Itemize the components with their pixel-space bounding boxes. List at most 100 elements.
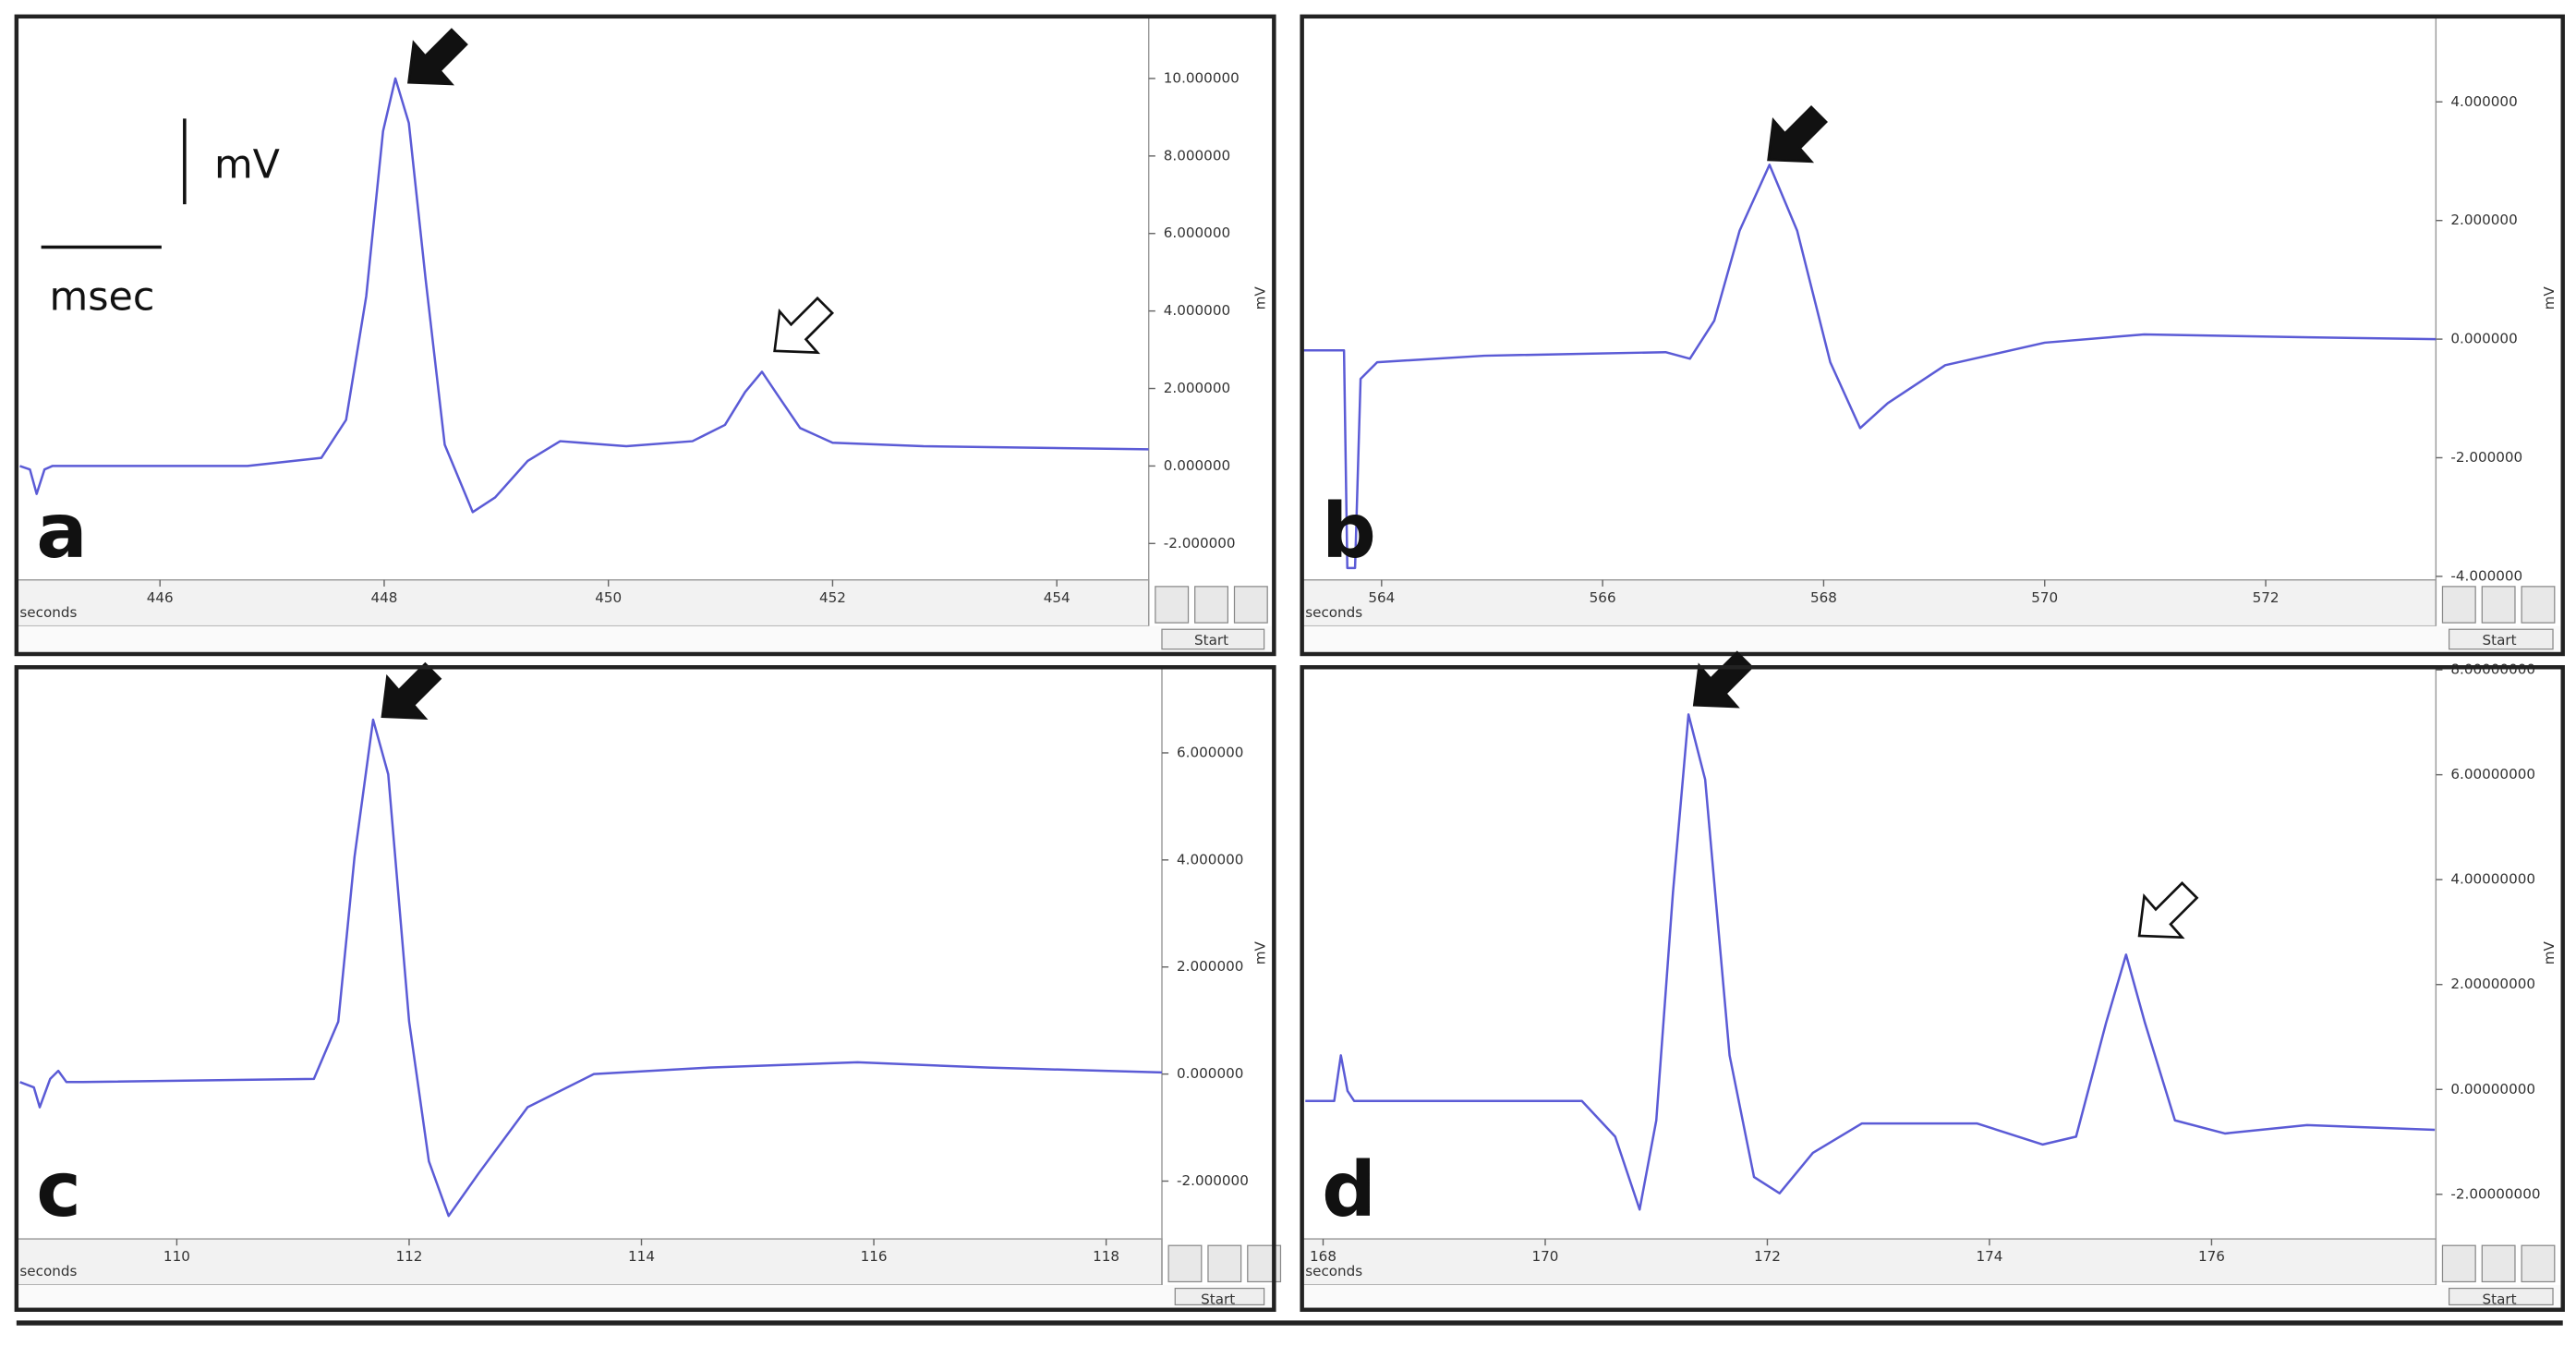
tool-button — [1233, 586, 1268, 624]
y-tick-label: 4.000000 — [1177, 851, 1243, 867]
x-tick-label: 116 — [861, 1248, 888, 1265]
status-bar — [16, 625, 1275, 654]
tool-button — [2481, 586, 2516, 624]
tool-button — [2481, 1244, 2516, 1283]
trace-group — [1305, 713, 2436, 1211]
x-tick-label: 572 — [2253, 589, 2280, 606]
panel-label: d — [1322, 1146, 1376, 1234]
y-tick-label: -2.000000 — [1164, 535, 1236, 552]
x-tick-label: 174 — [1976, 1248, 2002, 1265]
y-tick-label: 0.000000 — [1177, 1065, 1243, 1082]
x-tick-label: 564 — [1368, 589, 1395, 606]
panel: Start seconds mV 110 112 114 116 118 -2.000000 0.… — [14, 661, 1282, 1312]
trace — [19, 718, 1162, 1218]
trace-group — [1301, 164, 2437, 570]
trace-group — [19, 718, 1162, 1218]
overlay: mV msec — [41, 118, 280, 320]
x-tick-label: 570 — [2031, 589, 2058, 606]
x-tick-label: 176 — [2198, 1248, 2225, 1265]
y-tick-label: 2.000000 — [2450, 212, 2517, 228]
x-tick-label: 566 — [1590, 589, 1616, 606]
plot-area — [16, 16, 1275, 654]
y-axis-label: mV — [1252, 286, 1269, 310]
y-tick-label: -2.00000000 — [2450, 1185, 2540, 1202]
arrow — [773, 296, 835, 355]
start-button — [1174, 1287, 1265, 1306]
trace-group — [19, 77, 1149, 514]
panel: Start seconds mV 446 448 450 452 454 -2.000000 0.… — [14, 14, 1276, 657]
scale-bar-label: msec — [50, 273, 155, 320]
panel: Start seconds mV 564 566 568 570 572 -4.000000 -2… — [1300, 14, 2565, 657]
plot-area — [1301, 667, 2563, 1310]
y-tick-label: 4.000000 — [1164, 302, 1230, 319]
panel-frame — [1300, 665, 2565, 1312]
y-tick-label: -4.000000 — [2450, 567, 2522, 584]
y-axis-label: mV — [2541, 286, 2558, 310]
y-tick-label: 2.00000000 — [2450, 976, 2535, 992]
tool-button — [1167, 1244, 1203, 1283]
y-tick-label: 2.000000 — [1164, 380, 1230, 396]
x-tick-label: 448 — [370, 589, 397, 606]
x-tick-label: 454 — [1044, 589, 1070, 606]
y-tick-label: 4.00000000 — [2450, 871, 2535, 888]
y-tick-label: 0.000000 — [1164, 457, 1230, 474]
y-tick-label: 6.00000000 — [2450, 766, 2535, 782]
y-axis-label: mV — [2541, 940, 2558, 964]
panel-frame — [1300, 14, 2565, 657]
x-tick-label: 168 — [1310, 1248, 1336, 1265]
y-tick-label: 0.000000 — [2450, 331, 2517, 347]
x-tick-label: 170 — [1532, 1248, 1559, 1265]
x-tick-label: 450 — [595, 589, 622, 606]
scale-bar-label: mV — [214, 142, 280, 188]
arrow — [381, 661, 442, 720]
y-tick-label: 6.000000 — [1164, 224, 1230, 241]
x-tick-label: 112 — [395, 1248, 422, 1265]
start-button-label: Start — [2483, 1291, 2517, 1308]
y-tick-label: 10.000000 — [1164, 69, 1240, 86]
x-axis-label: seconds — [1305, 604, 1362, 621]
trace — [1305, 713, 2436, 1211]
x-tick-label: 446 — [147, 589, 174, 606]
start-button — [2448, 628, 2554, 650]
x-tick-label: 452 — [819, 589, 846, 606]
tool-button — [2521, 1244, 2556, 1283]
x-axis-label: seconds — [19, 1263, 77, 1279]
panel: Start seconds mV 168 170 172 174 176 -2.00000000… — [1300, 650, 2565, 1312]
start-button — [1161, 628, 1265, 650]
y-tick-label: 8.000000 — [1164, 147, 1230, 164]
start-button-label: Start — [1194, 632, 1228, 649]
trace — [1301, 164, 2437, 570]
x-axis-label: seconds — [1305, 1263, 1362, 1279]
y-tick-label: -2.000000 — [1177, 1172, 1249, 1189]
x-axis-strip — [1300, 1238, 2437, 1286]
status-bar — [1301, 625, 2563, 654]
tool-button — [1155, 586, 1190, 624]
x-axis-strip — [16, 579, 1150, 627]
y-tick-label: 0.00000000 — [2450, 1081, 2535, 1097]
arrow — [407, 28, 468, 86]
x-tick-label: 172 — [1754, 1248, 1781, 1265]
plot-area — [16, 667, 1275, 1310]
tool-button — [2441, 1244, 2476, 1283]
y-tick-label: 8.00000000 — [2450, 661, 2535, 678]
start-button — [2448, 1287, 2554, 1306]
panels: Start seconds mV 446 448 450 452 454 -2.000000 0.… — [14, 14, 2565, 1312]
arrow — [2137, 880, 2199, 940]
y-tick-label: 6.000000 — [1177, 744, 1243, 760]
x-tick-label: 110 — [163, 1248, 190, 1265]
start-button-label: Start — [1201, 1291, 1235, 1308]
panel-label: b — [1322, 488, 1376, 576]
x-tick-label: 568 — [1810, 589, 1837, 606]
panel-label: a — [36, 488, 87, 576]
panel-label: c — [36, 1146, 81, 1234]
trace — [19, 77, 1149, 514]
status-bar — [1301, 1285, 2563, 1310]
y-axis-label: mV — [1252, 940, 1269, 964]
y-tick-label: 4.000000 — [2450, 93, 2517, 110]
y-tick-label: 2.000000 — [1177, 958, 1243, 975]
panel-frame — [14, 665, 1276, 1312]
x-axis-strip — [16, 1238, 1163, 1286]
panel-frame — [14, 14, 1276, 657]
